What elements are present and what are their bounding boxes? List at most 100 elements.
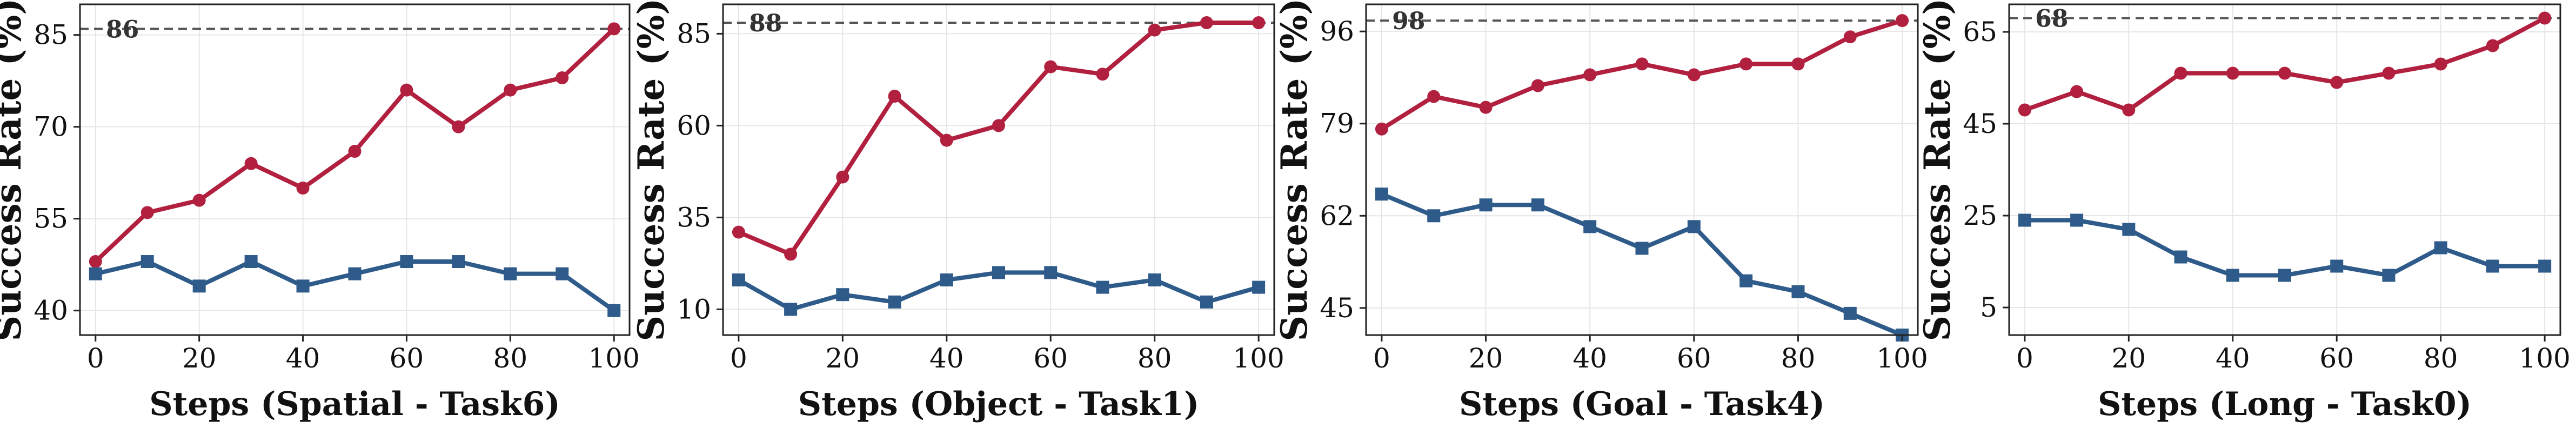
x-tick-label: 60 bbox=[2319, 343, 2354, 374]
data-point bbox=[1479, 101, 1493, 114]
data-point bbox=[244, 255, 258, 268]
x-tick-label: 80 bbox=[493, 343, 528, 374]
data-point bbox=[732, 225, 745, 239]
x-tick-label: 100 bbox=[588, 343, 639, 374]
data-point bbox=[2018, 213, 2031, 227]
data-point bbox=[2330, 259, 2344, 273]
data-point bbox=[2122, 103, 2136, 117]
axes-frame bbox=[1365, 3, 1919, 336]
x-tick-label: 0 bbox=[2016, 343, 2033, 374]
data-point bbox=[607, 304, 621, 317]
axes-frame bbox=[2008, 3, 2561, 336]
data-point bbox=[1427, 90, 1441, 103]
x-tick-label: 0 bbox=[730, 343, 747, 374]
data-point bbox=[836, 288, 849, 302]
data-point bbox=[1252, 280, 1266, 294]
data-point bbox=[2538, 11, 2552, 25]
x-tick-label: 100 bbox=[2519, 343, 2570, 374]
reference-label: 86 bbox=[106, 16, 139, 43]
y-tick-label: 96 bbox=[1320, 16, 1354, 47]
y-tick-label: 25 bbox=[1963, 200, 1997, 231]
data-point bbox=[2226, 269, 2239, 282]
series-line-2 bbox=[1381, 192, 1903, 337]
data-point bbox=[1375, 188, 1388, 201]
x-tick-label: 20 bbox=[1469, 343, 1503, 374]
data-point bbox=[732, 273, 745, 286]
x-tick-label: 40 bbox=[929, 343, 964, 374]
y-tick-label: 79 bbox=[1320, 108, 1354, 139]
data-point bbox=[940, 273, 953, 286]
data-point bbox=[1096, 68, 1109, 81]
data-point bbox=[2278, 66, 2291, 80]
data-point bbox=[504, 83, 517, 97]
data-point bbox=[1531, 79, 1544, 92]
axes-frame bbox=[79, 3, 631, 336]
data-point bbox=[1044, 266, 1058, 279]
data-point bbox=[2330, 76, 2344, 89]
reference-label: 88 bbox=[749, 10, 782, 37]
chart-panel-1: 86 0 20 40 60 80 100 40 55 70 85 Steps (Spatial - T… bbox=[0, 0, 640, 423]
data-point bbox=[1843, 306, 1857, 320]
y-tick-label: 35 bbox=[677, 202, 711, 233]
data-point bbox=[140, 255, 154, 268]
y-tick-label: 55 bbox=[34, 203, 68, 235]
data-point bbox=[556, 71, 569, 84]
data-point bbox=[1375, 122, 1388, 136]
x-tick-label: 80 bbox=[2424, 343, 2458, 374]
y-tick-label: 62 bbox=[1320, 200, 1354, 231]
y-axis-label: Success Rate (%) bbox=[0, 0, 29, 342]
axes-frame bbox=[722, 3, 1275, 336]
data-point bbox=[504, 267, 517, 280]
data-point bbox=[2434, 241, 2447, 255]
data-point bbox=[992, 266, 1005, 279]
data-point bbox=[1739, 274, 1753, 287]
data-point bbox=[992, 119, 1005, 132]
data-point bbox=[348, 145, 362, 158]
chart-panel-2: 88 0 20 40 60 80 100 10 35 60 85 Steps (Object - Ta… bbox=[630, 0, 1284, 423]
data-point bbox=[140, 206, 154, 219]
x-tick-label: 60 bbox=[1033, 343, 1068, 374]
data-point bbox=[1200, 295, 1213, 309]
y-tick-label: 5 bbox=[1980, 292, 1997, 323]
data-point bbox=[2174, 66, 2187, 80]
data-point bbox=[2122, 223, 2136, 236]
y-tick-label: 70 bbox=[34, 111, 68, 143]
chart-panel-4: 68 0 20 40 60 80 100 5 25 45 65 Steps (Long - Task0… bbox=[1916, 0, 2571, 423]
x-tick-label: 40 bbox=[1573, 343, 1607, 374]
data-point bbox=[296, 279, 310, 293]
series-line-1 bbox=[738, 21, 1259, 257]
data-point bbox=[2278, 269, 2291, 282]
data-point bbox=[192, 279, 206, 293]
data-point bbox=[1252, 16, 1266, 29]
data-point bbox=[2226, 66, 2239, 80]
x-tick-label: 0 bbox=[1373, 343, 1390, 374]
data-point bbox=[556, 267, 569, 280]
data-point bbox=[1791, 285, 1805, 298]
data-point bbox=[1148, 273, 1161, 286]
data-point bbox=[2434, 57, 2447, 71]
data-point bbox=[452, 255, 465, 268]
data-point bbox=[2382, 269, 2396, 282]
data-point bbox=[888, 295, 901, 309]
data-point bbox=[1427, 209, 1441, 223]
x-tick-label: 20 bbox=[826, 343, 860, 374]
y-tick-label: 40 bbox=[34, 295, 68, 326]
y-tick-label: 45 bbox=[1963, 108, 1997, 139]
x-tick-label: 0 bbox=[87, 343, 104, 374]
x-axis-label: Steps (Long - Task0) bbox=[2098, 385, 2472, 423]
data-point bbox=[400, 255, 413, 268]
x-axis-label: Steps (Object - Task1) bbox=[798, 385, 1200, 423]
data-point bbox=[1687, 220, 1701, 233]
reference-label: 68 bbox=[2035, 5, 2068, 33]
data-point bbox=[1148, 23, 1161, 37]
data-point bbox=[1583, 220, 1597, 233]
data-point bbox=[1739, 57, 1753, 71]
y-tick-label: 85 bbox=[34, 19, 68, 51]
data-point bbox=[89, 267, 102, 280]
data-point bbox=[452, 120, 465, 133]
x-tick-label: 40 bbox=[2216, 343, 2250, 374]
data-point bbox=[2070, 85, 2084, 98]
data-point bbox=[2018, 103, 2031, 117]
y-axis-label: Success Rate (%) bbox=[1916, 0, 1958, 342]
